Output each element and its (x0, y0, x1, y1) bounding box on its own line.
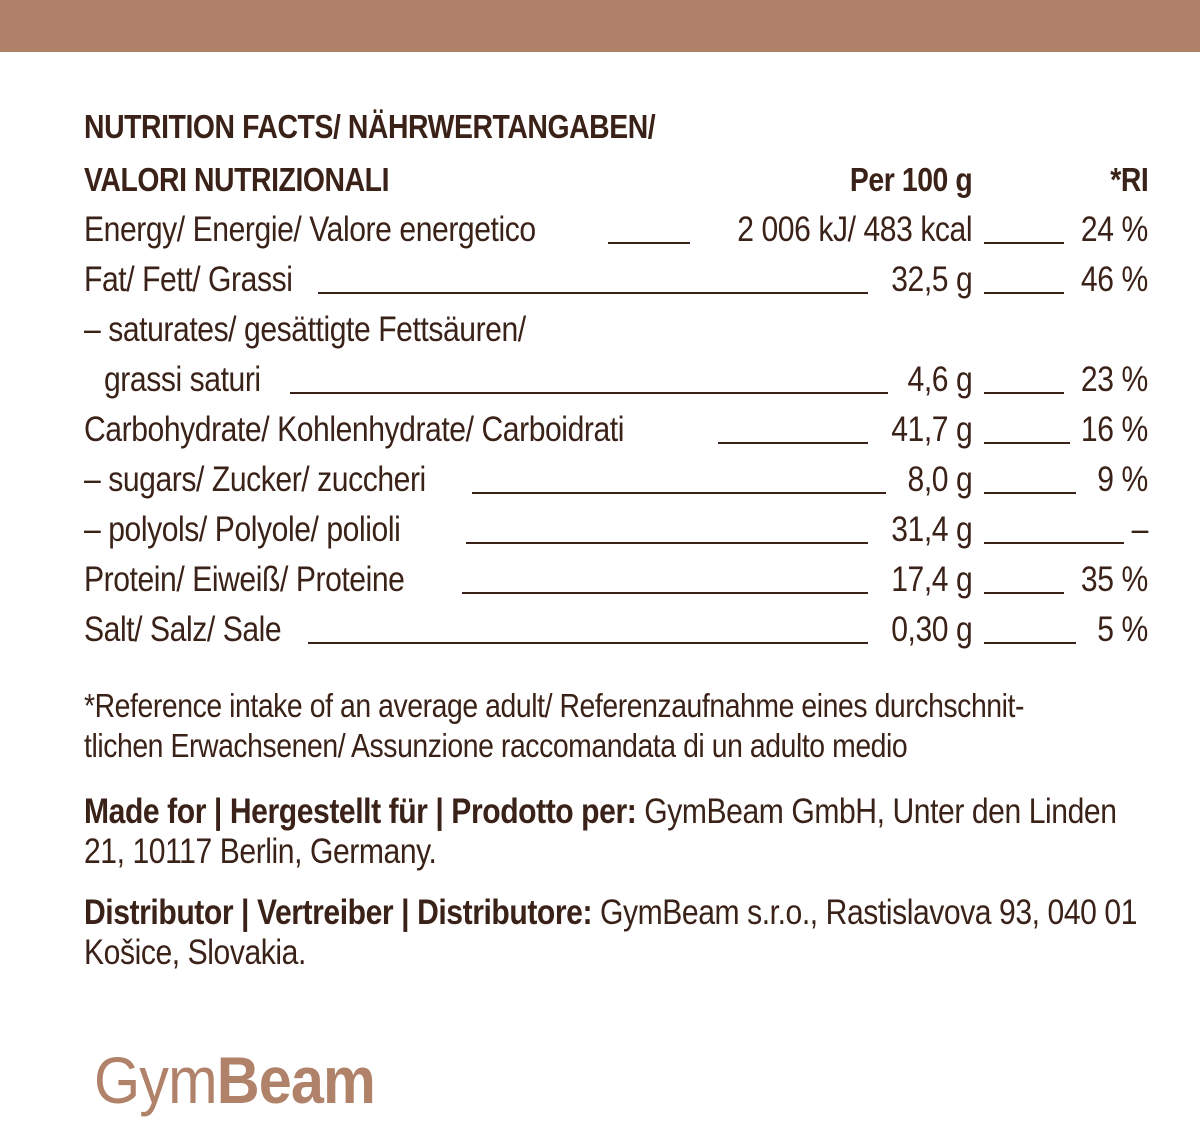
table-row: Energy/ Energie/ Valore energetico 2 006… (84, 205, 1148, 255)
nutrient-label: – sugars/ Zucker/ zuccheri (84, 460, 426, 499)
nutrient-label: Protein/ Eiweiß/ Proteine (84, 560, 405, 599)
nutrient-ri: 35 % (1081, 560, 1148, 599)
table-header-row: VALORI NUTRIZIONALI Per 100 g *RI (84, 155, 1148, 205)
nutrient-ri: 5 % (1097, 610, 1148, 649)
leader-line (984, 492, 1076, 494)
leader-line (608, 242, 690, 244)
nutrient-ri: 24 % (1081, 210, 1148, 249)
footnote-line-2: tlichen Erwachsenen/ Assunzione raccoman… (84, 727, 908, 764)
nutrient-value: 4,6 g (907, 360, 972, 399)
footnote-line-1: *Reference intake of an average adult/ R… (84, 687, 1025, 724)
made-for-address: GymBeam GmbH, Unter den Linden 21, 10117… (84, 792, 1117, 871)
reference-intake-footnote: *Reference intake of an average adult/ R… (84, 686, 1150, 766)
table-row: – sugars/ Zucker/ zuccheri 8,0 g 9 % (84, 455, 1148, 505)
table-title-line-1: NUTRITION FACTS/ NÄHRWERTANGABEN/ (84, 108, 656, 145)
nutrient-ri: 46 % (1081, 260, 1148, 299)
nutrient-value: 2 006 kJ/ 483 kcal (737, 210, 972, 249)
gymbeam-logo: GymBeam (94, 1042, 376, 1118)
nutrient-value: 32,5 g (890, 260, 973, 299)
leader-line (466, 542, 868, 544)
table-row: Carbohydrate/ Kohlenhydrate/ Carboidrati… (84, 405, 1148, 455)
table-row: Salt/ Salz/ Sale 0,30 g 5 % (84, 605, 1148, 655)
logo-text-light: Gym (94, 1043, 218, 1117)
distributor-paragraph: Distributor | Vertreiber | Distributore:… (84, 893, 1150, 973)
nutrient-label: – polyols/ Polyole/ polioli (84, 510, 401, 549)
nutrient-ri: 16 % (1081, 410, 1148, 449)
leader-line (984, 442, 1070, 444)
nutrient-value: 8,0 g (907, 460, 972, 499)
leader-line (308, 642, 868, 644)
nutrient-label: Energy/ Energie/ Valore energetico (84, 210, 536, 249)
nutrient-ri: 9 % (1097, 460, 1148, 499)
leader-line (290, 392, 888, 394)
leader-line (984, 392, 1064, 394)
leader-line (318, 292, 868, 294)
leader-line (984, 292, 1064, 294)
made-for-paragraph: Made for | Hergestellt für | Prodotto pe… (84, 792, 1150, 872)
table-row: grassi saturi 4,6 g 23 % (84, 355, 1148, 405)
distributor-address: GymBeam s.r.o., Rastislavova 93, 040 01 … (84, 893, 1138, 972)
table-row: Protein/ Eiweiß/ Proteine 17,4 g 35 % (84, 555, 1148, 605)
table-row: – polyols/ Polyole/ polioli 31,4 g – (84, 505, 1148, 555)
nutrient-ri: – (1131, 510, 1149, 549)
leader-line (462, 592, 868, 594)
table-title-line-2: VALORI NUTRIZIONALI (84, 161, 390, 198)
top-brand-bar (0, 0, 1200, 52)
nutrient-label: grassi saturi (104, 360, 261, 399)
column-header-ri: *RI (1109, 161, 1149, 198)
distributor-label: Distributor | Vertreiber | Distributore: (84, 893, 593, 932)
nutrient-value: 17,4 g (890, 560, 973, 599)
logo-text-bold: Beam (216, 1043, 376, 1117)
leader-line (984, 642, 1076, 644)
leader-line (984, 242, 1064, 244)
nutrient-value: 31,4 g (890, 510, 973, 549)
nutrient-value: 0,30 g (890, 610, 973, 649)
table-row: Fat/ Fett/ Grassi 32,5 g 46 % (84, 255, 1148, 305)
nutrient-label: Fat/ Fett/ Grassi (84, 260, 293, 299)
nutrient-label: – saturates/ gesättigte Fettsäuren/ (84, 310, 526, 349)
leader-line (718, 442, 868, 444)
leader-line (472, 492, 886, 494)
nutrient-label: Salt/ Salz/ Sale (84, 610, 282, 649)
nutrient-value: 41,7 g (890, 410, 973, 449)
leader-line (984, 592, 1064, 594)
nutrient-ri: 23 % (1081, 360, 1148, 399)
leader-line (984, 542, 1124, 544)
column-header-per-100g: Per 100 g (849, 161, 973, 198)
nutrient-label: Carbohydrate/ Kohlenhydrate/ Carboidrati (84, 410, 624, 449)
table-row: – saturates/ gesättigte Fettsäuren/ (84, 305, 1148, 355)
made-for-label: Made for | Hergestellt für | Prodotto pe… (84, 792, 637, 831)
